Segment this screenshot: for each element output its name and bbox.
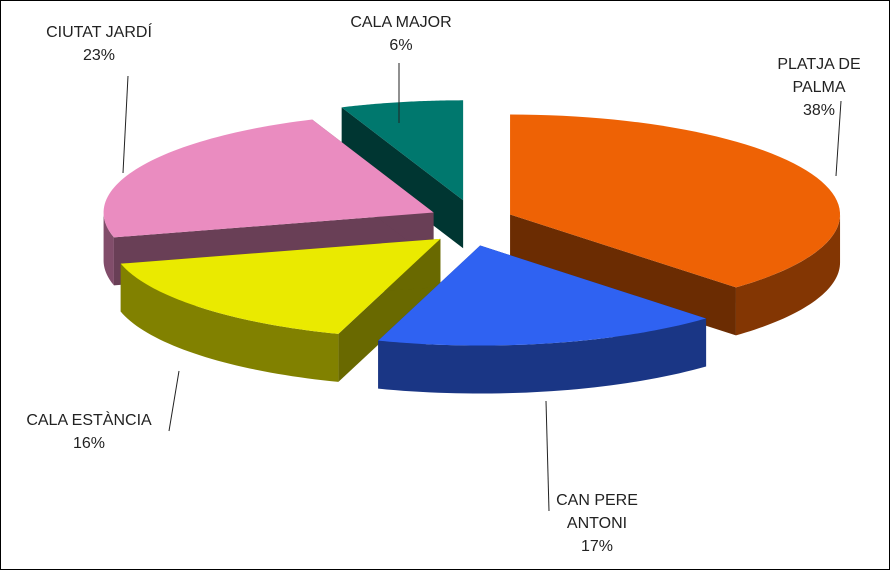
slice [510,114,841,336]
value-label: 38% [802,102,836,119]
slice-top [510,114,840,288]
slice-wall [120,263,339,382]
leader-line [545,400,550,512]
slice [378,245,707,394]
slice-wall [378,318,707,394]
category-label: CALA MAJOR [350,14,452,31]
leader-line [835,100,842,177]
slice-top [378,245,707,346]
value-label: 23% [82,47,116,64]
value-label: 17% [580,538,614,555]
data-label: CALA ESTÀNCIA 16% [26,409,151,455]
category-label: CALA ESTÀNCIA [26,412,152,429]
slice-side [510,214,736,336]
leader-line [168,370,180,432]
category-label: CAN PERE ANTONI [556,492,638,532]
leader-line [122,75,129,174]
data-label: CALA MAJOR 6% [350,11,451,57]
slice [120,238,441,382]
category-label: CIUTAT JARDÍ [46,24,152,41]
value-label: 16% [72,435,106,452]
data-label: CIUTAT JARDÍ 23% [46,21,152,67]
value-label: 6% [389,37,413,54]
data-label: PLATJA DE PALMA 38% [764,53,874,122]
slice-top [103,119,434,238]
slice-top [120,238,441,334]
slice-top [341,100,464,201]
slice-wall [735,214,841,336]
data-label: CAN PERE ANTONI 17% [542,489,652,558]
category-label: PLATJA DE PALMA [777,56,861,96]
slice-wall [103,212,114,286]
